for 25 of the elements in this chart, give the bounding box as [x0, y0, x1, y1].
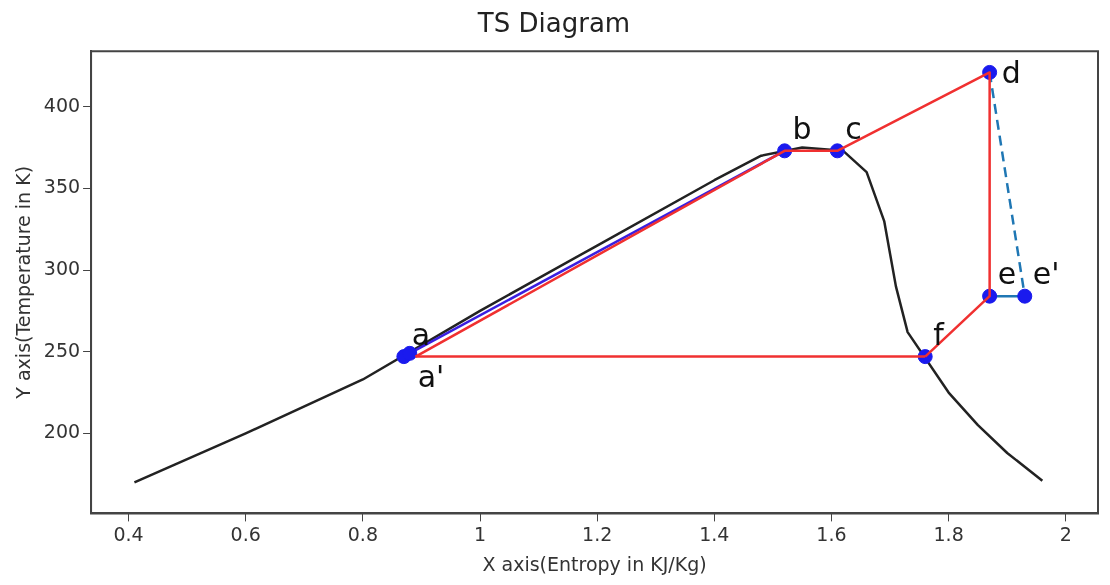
x-axis-title: X axis(Entropy in KJ/Kg) [482, 552, 707, 575]
annotation: d [1001, 55, 1021, 91]
x-tick-label: 1.2 [582, 522, 613, 545]
y-tick-label: 400 [43, 93, 81, 116]
x-tick-label: 0.6 [230, 522, 261, 545]
annotation: e [997, 256, 1017, 292]
x-tick-label: 1 [473, 522, 487, 545]
y-tick-label: 200 [43, 420, 81, 443]
x-tick-label: 0.4 [113, 522, 144, 545]
annotation: f [933, 316, 946, 352]
annotation: a' [417, 359, 445, 395]
x-tick-label: 1.8 [933, 522, 964, 545]
x-tick-label: 2 [1059, 522, 1072, 545]
x-tick-label: 1.6 [816, 522, 847, 545]
y-tick-label: 300 [43, 256, 81, 279]
annotation: c [845, 110, 862, 146]
y-axis-title: Y axis(Temperature in K) [12, 165, 35, 400]
annotation: b [792, 110, 812, 146]
chart-title: TS Diagram [476, 8, 631, 39]
x-tick-label: 0.8 [347, 522, 378, 545]
annotation: a [411, 316, 431, 352]
y-tick-label: 350 [43, 175, 81, 198]
annotation: e' [1032, 256, 1060, 292]
x-tick-label: 1.4 [699, 522, 730, 545]
y-tick-label: 250 [43, 338, 81, 361]
